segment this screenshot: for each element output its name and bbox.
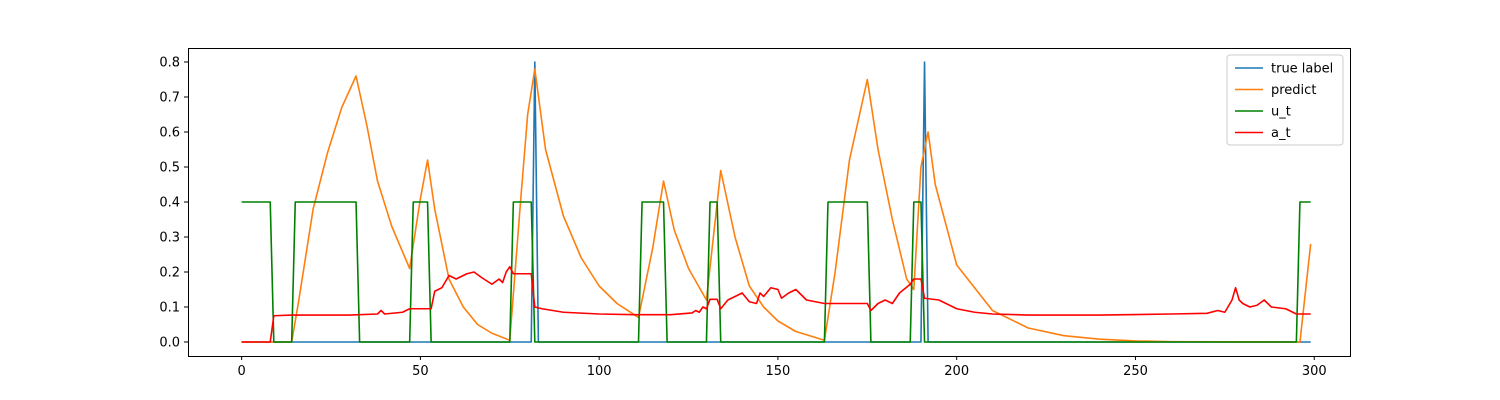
x-tick-label: 300: [1302, 364, 1327, 379]
y-tick-label: 0.7: [159, 91, 180, 106]
x-tick-label: 50: [412, 364, 429, 379]
series-layer: [241, 61, 1312, 343]
y-tick-label: 0.5: [159, 161, 180, 176]
y-axis: 0.0 0.1 0.2 0.3 0.4 0.5 0.6 0.7 0.8: [159, 56, 188, 351]
legend-box: [1226, 54, 1344, 146]
y-tick-label: 0.3: [159, 231, 180, 246]
series-line-predict: [241, 68, 1312, 343]
legend-label: a_t: [1271, 126, 1291, 141]
legend-label: u_t: [1271, 105, 1291, 120]
x-tick-label: 0: [237, 364, 245, 379]
y-tick-label: 0.1: [159, 301, 180, 316]
legend-label: true label: [1271, 62, 1333, 77]
x-tick-label: 150: [766, 364, 791, 379]
y-tick-label: 0.4: [159, 196, 180, 211]
y-tick-label: 0.0: [159, 336, 180, 351]
y-tick-label: 0.6: [159, 126, 180, 141]
x-tick-label: 100: [587, 364, 612, 379]
y-tick-label: 0.2: [159, 266, 180, 281]
legend-label: predict: [1271, 83, 1316, 98]
x-tick-label: 200: [944, 364, 969, 379]
legend: true label predict u_t a_t: [1226, 54, 1344, 146]
plot-frame: [188, 48, 1351, 357]
series-line-u-t: [241, 201, 1311, 343]
x-tick-label: 250: [1123, 364, 1148, 379]
x-axis: 0 50 100 150 200 250 300: [237, 356, 1327, 379]
series-line-a-t: [241, 265, 1311, 343]
y-tick-label: 0.8: [159, 56, 180, 71]
